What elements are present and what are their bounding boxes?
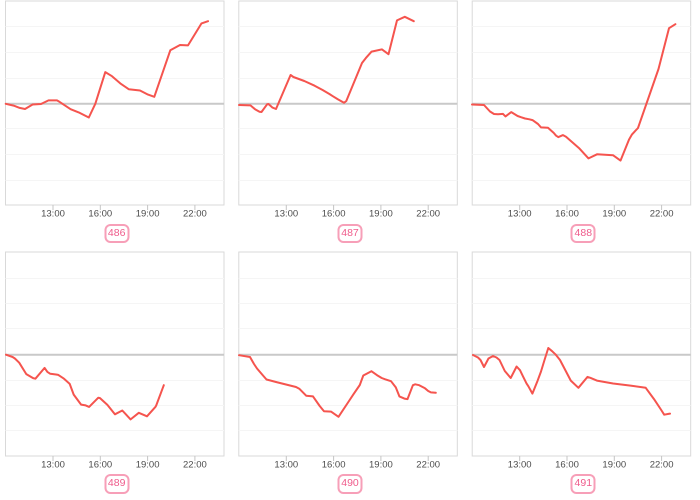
svg-text:16:00: 16:00 [555,209,579,220]
svg-text:22:00: 22:00 [183,460,207,471]
svg-text:19:00: 19:00 [602,460,626,471]
svg-text:16:00: 16:00 [88,460,112,471]
svg-text:19:00: 19:00 [369,209,393,220]
svg-text:22:00: 22:00 [650,460,674,471]
svg-text:19:00: 19:00 [602,209,626,220]
svg-text:22:00: 22:00 [416,460,440,471]
svg-text:13:00: 13:00 [508,460,532,471]
svg-text:13:00: 13:00 [41,460,65,471]
svg-text:19:00: 19:00 [136,209,160,220]
svg-text:22:00: 22:00 [183,209,207,220]
svg-text:16:00: 16:00 [555,460,579,471]
svg-text:19:00: 19:00 [369,460,393,471]
svg-text:13:00: 13:00 [508,209,532,220]
svg-text:22:00: 22:00 [416,209,440,220]
svg-text:13:00: 13:00 [274,209,298,220]
svg-text:22:00: 22:00 [650,209,674,220]
svg-text:13:00: 13:00 [41,209,65,220]
svg-text:16:00: 16:00 [322,460,346,471]
svg-text:16:00: 16:00 [322,209,346,220]
svg-text:13:00: 13:00 [274,460,298,471]
svg-text:16:00: 16:00 [88,209,112,220]
svg-text:19:00: 19:00 [136,460,160,471]
